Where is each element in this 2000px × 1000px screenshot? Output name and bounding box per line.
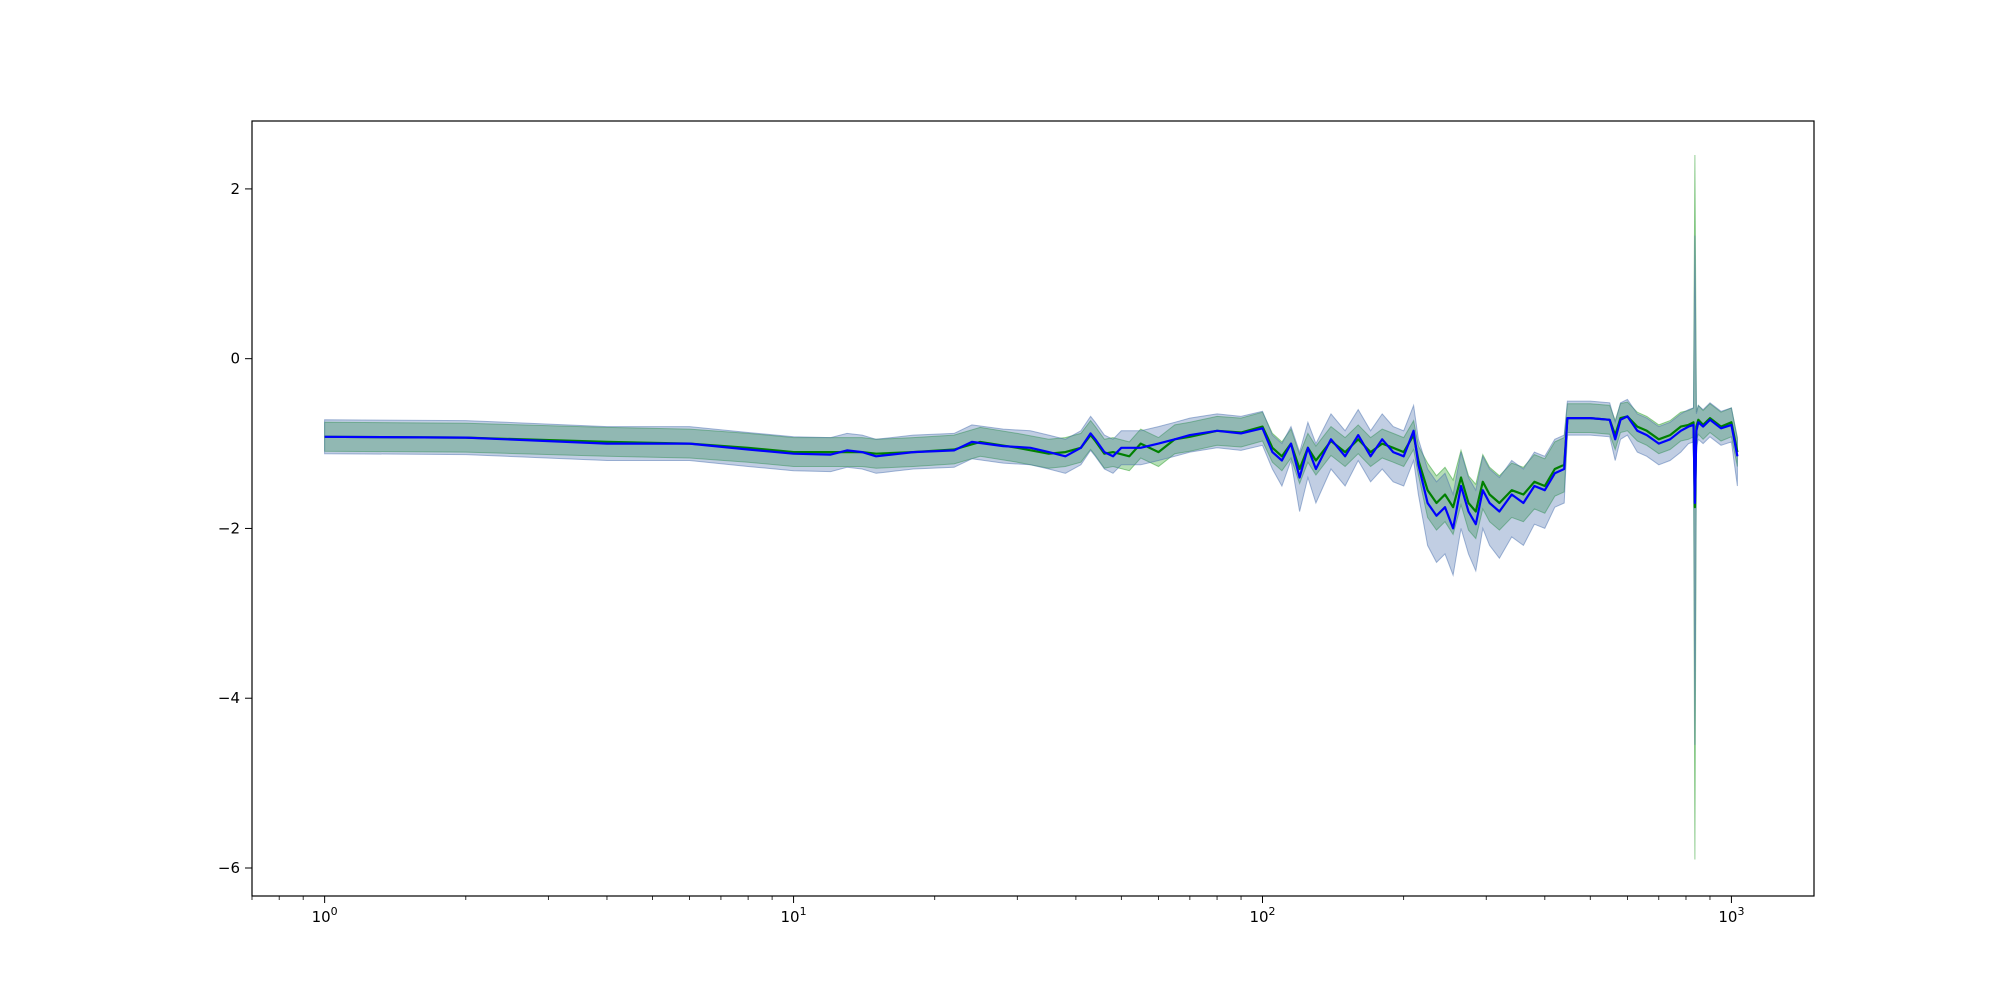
x-tick-label-base: 10 bbox=[312, 908, 331, 926]
x-tick-label-exponent: 2 bbox=[1269, 905, 1276, 918]
x-tick-label: 101 bbox=[781, 905, 807, 926]
x-tick-label: 102 bbox=[1249, 905, 1275, 926]
x-tick-label-exponent: 3 bbox=[1737, 905, 1744, 918]
x-tick-label-base: 10 bbox=[1718, 908, 1737, 926]
y-tick-label: 0 bbox=[230, 350, 240, 368]
x-tick-label-base: 10 bbox=[781, 908, 800, 926]
x-tick-label: 103 bbox=[1718, 905, 1744, 926]
plot-area bbox=[252, 121, 1814, 896]
plot-frame bbox=[251, 120, 1815, 897]
x-axis: 100 101 102 103 bbox=[251, 896, 1744, 926]
series-lines bbox=[324, 415, 1739, 530]
y-tick-label: −2 bbox=[218, 519, 240, 537]
x-tick-label-base: 10 bbox=[1249, 908, 1268, 926]
x-tick-label: 100 bbox=[312, 905, 338, 926]
series-2-line bbox=[324, 415, 1739, 530]
confidence-bands bbox=[324, 154, 1738, 860]
x-tick-label-exponent: 1 bbox=[800, 905, 807, 918]
y-tick-label: −4 bbox=[218, 689, 240, 707]
series-2-band bbox=[324, 235, 1738, 745]
y-tick-label: 2 bbox=[230, 180, 240, 198]
x-tick-label-exponent: 0 bbox=[331, 905, 338, 918]
y-axis: 2 0 −2 −4 −6 bbox=[218, 180, 252, 877]
y-tick-label: −6 bbox=[218, 859, 240, 877]
